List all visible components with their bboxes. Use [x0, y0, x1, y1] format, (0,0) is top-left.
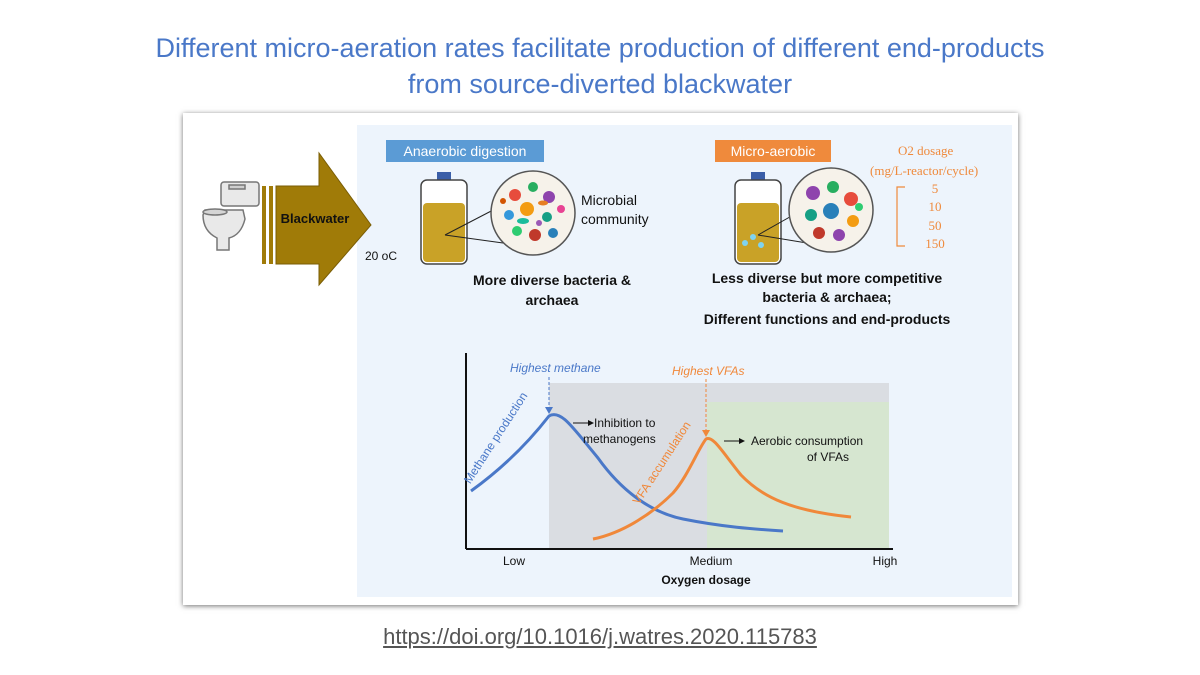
dosage-bracket: [896, 186, 905, 247]
dosage-value-3: 50: [929, 218, 942, 233]
graphical-abstract: Blackwater 20 oC Anaerobic digestion Mic…: [183, 113, 1018, 605]
slide-title: Different micro-aeration rates facilitat…: [0, 30, 1200, 102]
community-label-2: community: [581, 211, 649, 227]
aerobic-label-2: of VFAs: [807, 450, 849, 464]
highest-methane-arrowhead: [545, 407, 553, 414]
x-axis-label: Oxygen dosage: [661, 573, 751, 587]
title-line-2: from source-diverted blackwater: [407, 69, 793, 99]
microaerobic-reactor-icon: [734, 172, 820, 265]
aerobic-label-1: Aerobic consumption: [751, 434, 863, 448]
doi-link[interactable]: https://doi.org/10.1016/j.watres.2020.11…: [383, 624, 817, 649]
inhibition-label-1: Inhibition to: [594, 416, 656, 430]
microaerobic-desc-1: Less diverse but more competitive: [712, 270, 943, 286]
highest-methane-label: Highest methane: [510, 361, 601, 375]
microaerobic-desc-3: Different functions and end-products: [704, 311, 951, 327]
inhibition-arrowhead: [588, 420, 594, 426]
anaerobic-reactor-icon: [420, 172, 504, 265]
highest-vfas-arrowhead: [702, 430, 710, 437]
temperature-label: 20 oC: [365, 249, 397, 263]
anaerobic-badge: [386, 140, 544, 162]
dosage-header-2: (mg/L-reactor/cycle): [870, 163, 978, 178]
x-tick-high: High: [873, 554, 898, 568]
inhibition-label-2: methanogens: [583, 432, 656, 446]
community-label-1: Microbial: [581, 192, 637, 208]
dosage-value-4: 150: [925, 236, 945, 251]
vfa-accumulation-line: [592, 437, 852, 541]
dosage-header-1: O2 dosage: [898, 143, 953, 158]
microbe-circle-icon-2: [788, 167, 874, 253]
microaerobic-badge-label: Micro-aerobic: [731, 143, 816, 159]
aerobic-region: [707, 402, 889, 549]
highest-vfas-label: Highest VFAs: [672, 364, 744, 378]
blackwater-arrow: Blackwater: [262, 151, 372, 287]
dosage-value-2: 10: [929, 199, 942, 214]
x-tick-medium: Medium: [690, 554, 733, 568]
methane-production-line: [470, 413, 784, 533]
anaerobic-badge-label: Anaerobic digestion: [404, 143, 527, 159]
toilet-icon: [202, 181, 260, 251]
abstract-svg: Blackwater 20 oC Anaerobic digestion Mic…: [202, 125, 1012, 597]
dosage-value-1: 5: [932, 181, 939, 196]
blackwater-label: Blackwater: [281, 211, 350, 226]
microbe-circle-icon: [490, 170, 576, 256]
x-tick-low: Low: [503, 554, 525, 568]
anaerobic-desc-2: archaea: [526, 292, 579, 308]
microaerobic-desc-2: bacteria & archaea;: [762, 289, 891, 305]
title-line-1: Different micro-aeration rates facilitat…: [155, 33, 1045, 63]
anaerobic-desc-1: More diverse bacteria &: [473, 272, 631, 288]
aerobic-arrowhead: [739, 438, 745, 444]
microaerobic-badge: [715, 140, 831, 162]
